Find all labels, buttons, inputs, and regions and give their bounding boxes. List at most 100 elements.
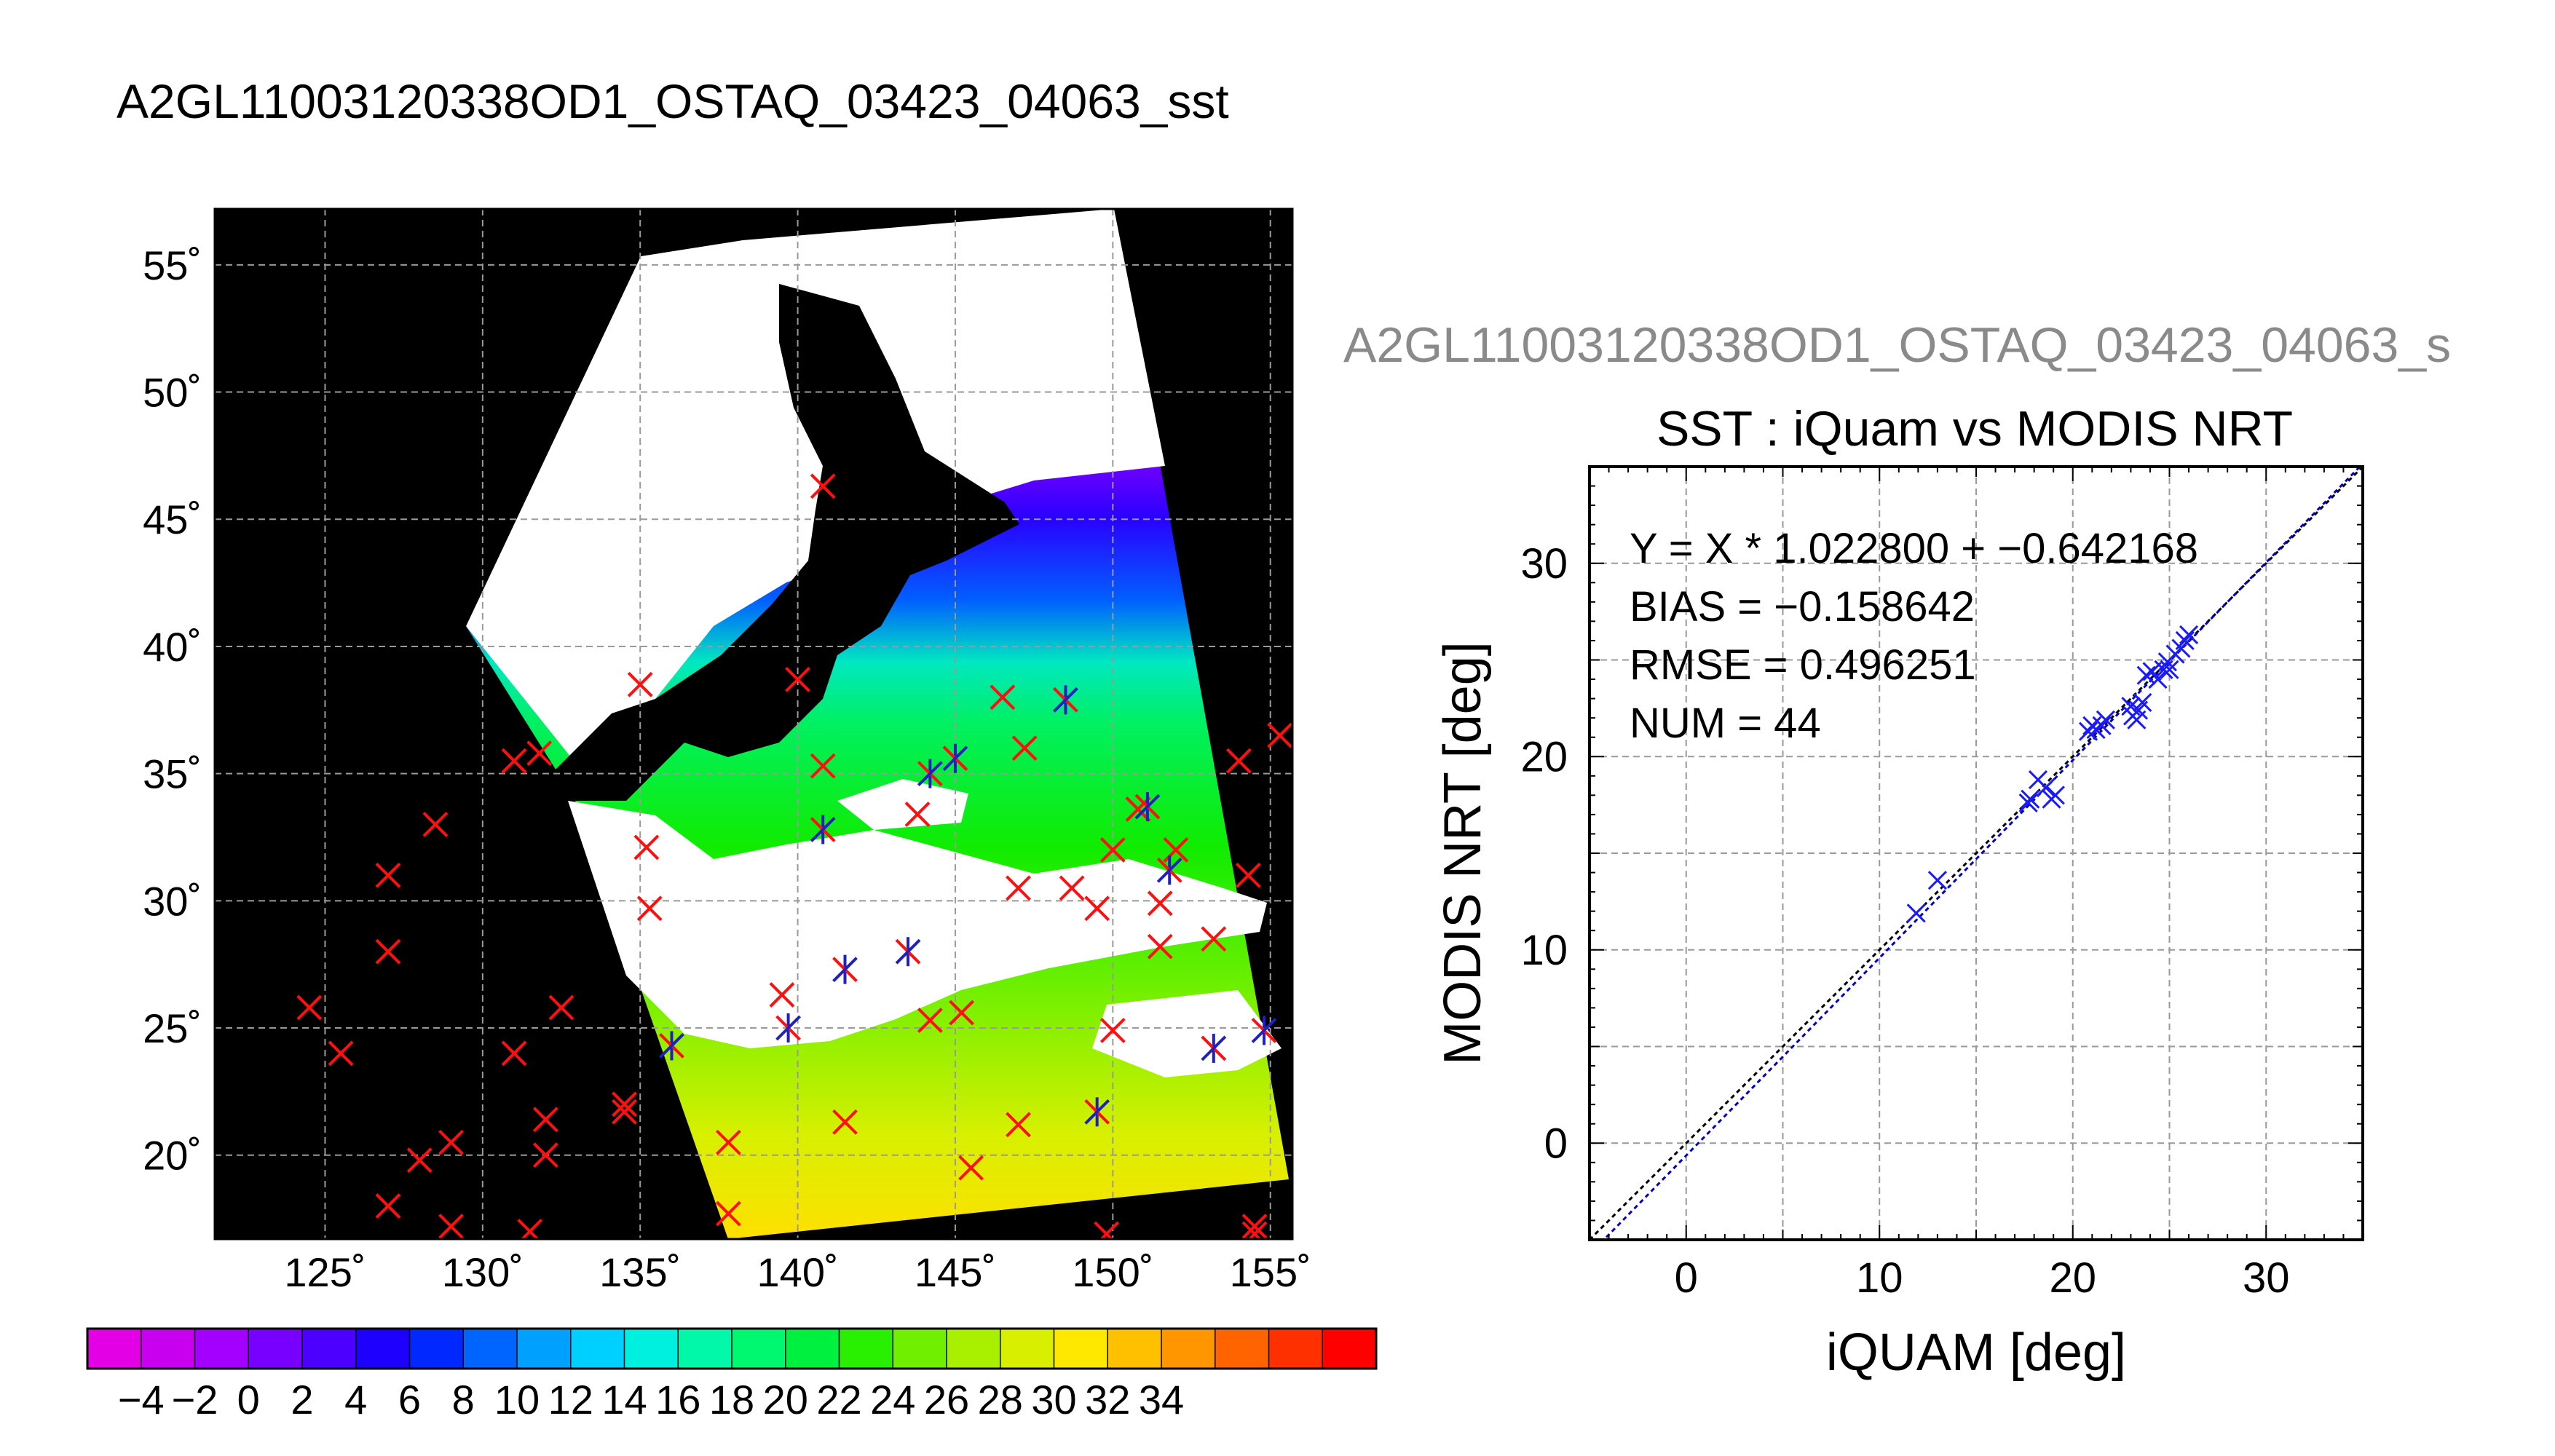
insitu-marker <box>1094 1221 1120 1239</box>
insitu-marker <box>1099 837 1126 863</box>
insitu-marker <box>548 994 574 1021</box>
colorbar-label: 8 <box>452 1377 475 1423</box>
colorbar-label: 10 <box>494 1377 540 1423</box>
sst-map: 55˚ 50˚ 45˚ 40˚ 35˚ 30˚ 25˚ 20˚ 125˚ 130˚ 135˚ 140… <box>143 207 1311 1295</box>
insitu-marker <box>526 740 553 767</box>
stats-rmse: RMSE = 0.496251 <box>1630 641 1976 689</box>
insitu-marker <box>438 1129 464 1155</box>
insitu-marker <box>612 1099 637 1125</box>
map-lat-label: 30˚ <box>143 878 202 924</box>
insitu-marker <box>1006 875 1031 901</box>
colorbar-cell <box>87 1328 143 1369</box>
colorbar-cell <box>731 1328 787 1369</box>
insitu-marker <box>715 1200 741 1227</box>
fit-line <box>1602 467 2362 1240</box>
scatter-supertitle: A2GL11003120338OD1_OSTAQ_03423_04063_s <box>1343 317 2451 373</box>
scatter-point <box>1927 871 1947 890</box>
colorbar-cell <box>408 1328 465 1369</box>
insitu-marker <box>532 1142 558 1168</box>
colorbar-cell <box>1322 1328 1378 1369</box>
map-lat-label: 40˚ <box>143 624 202 670</box>
insitu-marker <box>1241 1221 1268 1239</box>
scatter-point <box>2179 625 2199 645</box>
insitu-marker <box>1236 862 1261 888</box>
insitu-marker <box>1267 722 1292 748</box>
colorbar-cell <box>355 1328 411 1369</box>
map-lon-label: 130˚ <box>442 1249 524 1295</box>
page-title: A2GL11003120338OD1_OSTAQ_03423_04063_sst <box>117 74 1229 128</box>
insitu-marker <box>949 1000 975 1026</box>
matchup-marker <box>659 1031 684 1061</box>
map-grid <box>215 209 1292 1239</box>
insitu-marker <box>375 862 401 888</box>
colorbar-cell <box>677 1328 733 1369</box>
insitu-marker <box>1059 875 1085 901</box>
insitu-marker <box>636 895 663 922</box>
colorbar-label: 22 <box>816 1377 861 1423</box>
insitu-marker <box>1084 895 1110 922</box>
insitu-marker <box>1241 1214 1268 1239</box>
insitu-marker <box>422 812 449 837</box>
scatter-point <box>2021 789 2040 809</box>
colorbar-cell <box>1000 1328 1055 1369</box>
colorbar-label: 14 <box>601 1377 647 1423</box>
plot-ticks <box>1589 466 2364 1241</box>
insitu-marker <box>832 1109 858 1135</box>
map-markers <box>296 473 1292 1239</box>
insitu-marker <box>328 1040 354 1067</box>
colorbar-cell <box>623 1328 679 1369</box>
map-frame <box>213 207 1294 1241</box>
colorbar-cell <box>194 1328 250 1369</box>
map-lat-label: 35˚ <box>143 751 202 797</box>
matchup-marker <box>1201 1033 1227 1063</box>
scatter-point <box>2096 710 2115 729</box>
matchup-marker <box>1156 855 1182 885</box>
colorbar: −4 −2 0 2 4 6 8 10 12 14 16 18 20 22 24 26 28 30 32 34 <box>86 1327 1378 1423</box>
map-lat-label: 45˚ <box>143 496 202 542</box>
insitu-marker <box>1011 735 1038 761</box>
colorbar-cell <box>838 1328 894 1369</box>
insitu-marker <box>958 1155 984 1181</box>
map-lat-label: 25˚ <box>143 1005 202 1051</box>
insitu-marker <box>785 666 810 692</box>
stats-fit: Y = X * 1.022800 + −0.642168 <box>1630 525 2198 572</box>
insitu-marker <box>769 982 795 1008</box>
scatter-point <box>2175 630 2195 651</box>
colorbar-cell <box>785 1328 840 1369</box>
scatter-point <box>2078 721 2098 741</box>
y-tick-label: 10 <box>1520 927 1568 974</box>
insitu-marker <box>1125 796 1151 822</box>
matchup-marker <box>1251 1016 1277 1045</box>
colorbar-cell <box>1215 1328 1270 1369</box>
insitu-marker <box>501 748 527 774</box>
colorbar-label: 12 <box>548 1377 593 1423</box>
plot-grid <box>1590 467 2363 1240</box>
map-lat-label: 50˚ <box>143 370 202 416</box>
map-lon-label: 135˚ <box>599 1249 681 1295</box>
insitu-marker <box>1226 748 1252 774</box>
insitu-marker <box>990 684 1016 711</box>
insitu-marker <box>917 1008 943 1033</box>
insitu-marker <box>1006 1112 1031 1138</box>
insitu-marker <box>627 671 653 697</box>
scatter-point <box>1906 903 1926 923</box>
insitu-marker <box>1099 1018 1126 1043</box>
insitu-marker <box>1147 933 1173 960</box>
insitu-marker <box>1147 890 1173 917</box>
matchup-marker <box>1084 1097 1110 1127</box>
colorbar-label: −4 <box>118 1377 165 1423</box>
scatter-point <box>2092 716 2112 735</box>
insitu-marker <box>375 1193 401 1219</box>
colorbar-cell <box>1107 1328 1163 1369</box>
y-tick-label: 0 <box>1544 1120 1568 1167</box>
map-lon-label: 145˚ <box>915 1249 996 1295</box>
colorbar-cell <box>1053 1328 1109 1369</box>
insitu-marker <box>375 938 401 965</box>
scatter-point <box>2018 793 2038 813</box>
colorbar-label: −2 <box>172 1377 218 1423</box>
cloud-mask <box>466 209 1282 1077</box>
insitu-marker <box>810 753 836 779</box>
stats-num: NUM = 44 <box>1630 700 1821 747</box>
scatter-point <box>2148 669 2168 689</box>
